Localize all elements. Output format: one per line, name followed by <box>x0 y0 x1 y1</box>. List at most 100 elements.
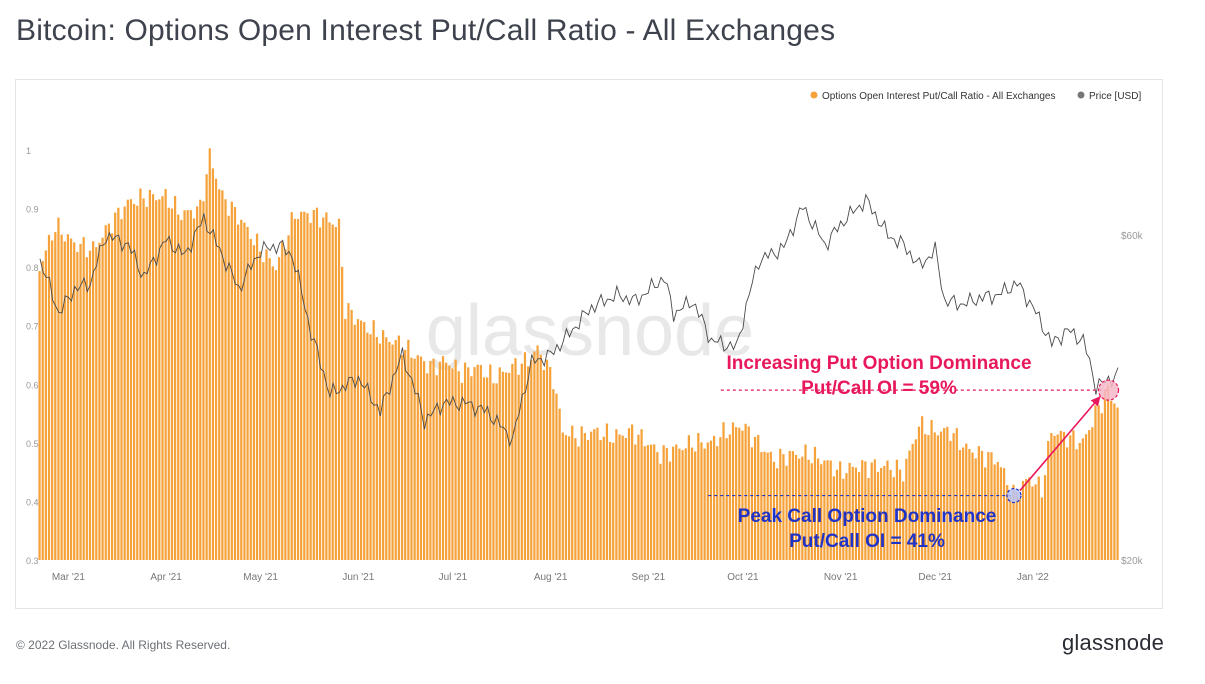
ratio-bar <box>590 431 593 560</box>
ratio-bar <box>782 454 785 560</box>
ratio-bar <box>949 440 952 560</box>
ratio-bar <box>631 424 634 560</box>
ratio-bar <box>832 476 835 560</box>
ratio-bar <box>889 469 892 560</box>
ratio-bar <box>1084 434 1088 560</box>
x-tick-label: Nov '21 <box>824 572 858 583</box>
ratio-bar <box>757 434 760 560</box>
ratio-bar <box>643 446 646 560</box>
ratio-bar <box>129 199 133 561</box>
ratio-bar <box>1072 430 1075 560</box>
ratio-bar <box>542 370 545 560</box>
ratio-bar <box>476 364 479 560</box>
ratio-bar <box>687 435 690 560</box>
ratio-bar <box>284 249 287 560</box>
ratio-bar <box>489 364 492 560</box>
ratio-bar <box>914 439 917 560</box>
ratio-bar <box>413 358 416 560</box>
x-tick-label: Mar '21 <box>52 572 85 583</box>
ratio-bar <box>1021 480 1025 560</box>
ratio-bar <box>123 206 126 560</box>
call-annotation-line2: Put/Call OI = 41% <box>789 531 945 552</box>
ratio-bar <box>873 459 876 560</box>
ratio-bar <box>820 464 823 560</box>
ratio-bar <box>593 429 596 560</box>
ratio-bar <box>911 443 914 560</box>
ratio-bar <box>73 242 76 561</box>
ratio-bar <box>473 367 476 560</box>
ratio-bar <box>407 339 410 560</box>
ratio-bar <box>385 337 388 560</box>
ratio-bar <box>596 427 599 560</box>
ratio-bar <box>1034 484 1037 560</box>
legend-label-ratio: Options Open Interest Put/Call Ratio - A… <box>822 91 1055 102</box>
ratio-bar <box>1091 427 1094 560</box>
ratio-bar <box>429 360 432 560</box>
y-left-tick-label: 0.7 <box>26 322 39 332</box>
x-tick-label: Jul '21 <box>439 572 468 583</box>
chart-svg: glassnode 0.3 0.4 0.5 0.6 0.7 0.8 0.9 1 $20k $60k M… <box>26 91 1144 583</box>
ratio-bar <box>750 447 754 560</box>
ratio-bar <box>359 320 363 560</box>
ratio-bar <box>880 467 883 560</box>
ratio-bar <box>328 222 331 560</box>
legend-swatch-price <box>1077 91 1085 99</box>
ratio-bar <box>583 433 586 560</box>
ratio-bar <box>886 460 889 560</box>
ratio-bar <box>845 473 848 560</box>
ratio-bar <box>760 452 763 560</box>
ratio-bar <box>132 203 136 561</box>
ratio-bar <box>523 352 527 560</box>
ratio-bar <box>857 472 861 560</box>
ratio-bar <box>615 429 618 560</box>
ratio-bar <box>470 376 473 560</box>
ratio-bar <box>312 210 315 560</box>
put-highlight-circle <box>1097 379 1120 401</box>
ratio-bar <box>388 342 391 560</box>
ratio-bar <box>725 438 728 560</box>
ratio-bar <box>268 258 271 560</box>
ratio-bar <box>895 459 899 560</box>
ratio-bar <box>908 450 911 560</box>
ratio-bar <box>514 358 517 560</box>
ratio-bar <box>422 361 426 560</box>
ratio-bar <box>794 454 798 560</box>
ratio-bar <box>98 242 101 560</box>
ratio-bar <box>1031 486 1034 560</box>
ratio-bar <box>463 362 467 560</box>
ratio-bar <box>448 365 451 560</box>
ratio-bar <box>208 148 211 560</box>
ratio-bar <box>451 368 454 560</box>
ratio-bar <box>287 235 290 561</box>
ratio-bar <box>772 461 776 560</box>
ratio-bar <box>394 340 397 560</box>
ratio-bar <box>517 374 520 560</box>
ratio-bar <box>776 468 779 560</box>
ratio-bar <box>391 344 394 560</box>
ratio-bar <box>577 446 580 560</box>
ratio-bar <box>1015 492 1018 560</box>
ratio-bar <box>344 318 347 560</box>
ratio-bar <box>999 467 1003 560</box>
ratio-bar <box>731 422 735 560</box>
ratio-bar <box>167 207 170 560</box>
ratio-bar <box>586 439 590 560</box>
ratio-bar <box>457 371 460 560</box>
ratio-bar <box>199 199 202 560</box>
ratio-bar <box>1050 432 1053 560</box>
y-right-tick-label: $60k <box>1121 231 1144 242</box>
ratio-bar <box>716 446 719 560</box>
ratio-bar <box>735 427 738 560</box>
ratio-bar <box>397 335 400 560</box>
ratio-bar <box>1018 497 1021 560</box>
ratio-bar <box>961 447 965 560</box>
ratio-bar <box>703 448 706 560</box>
ratio-bar <box>769 451 772 560</box>
ratio-bar <box>419 356 423 560</box>
ratio-bar <box>202 201 205 560</box>
ratio-bar <box>564 435 568 560</box>
x-tick-label: Sep '21 <box>632 572 666 583</box>
ratio-bar <box>867 477 870 560</box>
ratio-bar <box>170 208 174 561</box>
ratio-bar <box>965 443 968 560</box>
